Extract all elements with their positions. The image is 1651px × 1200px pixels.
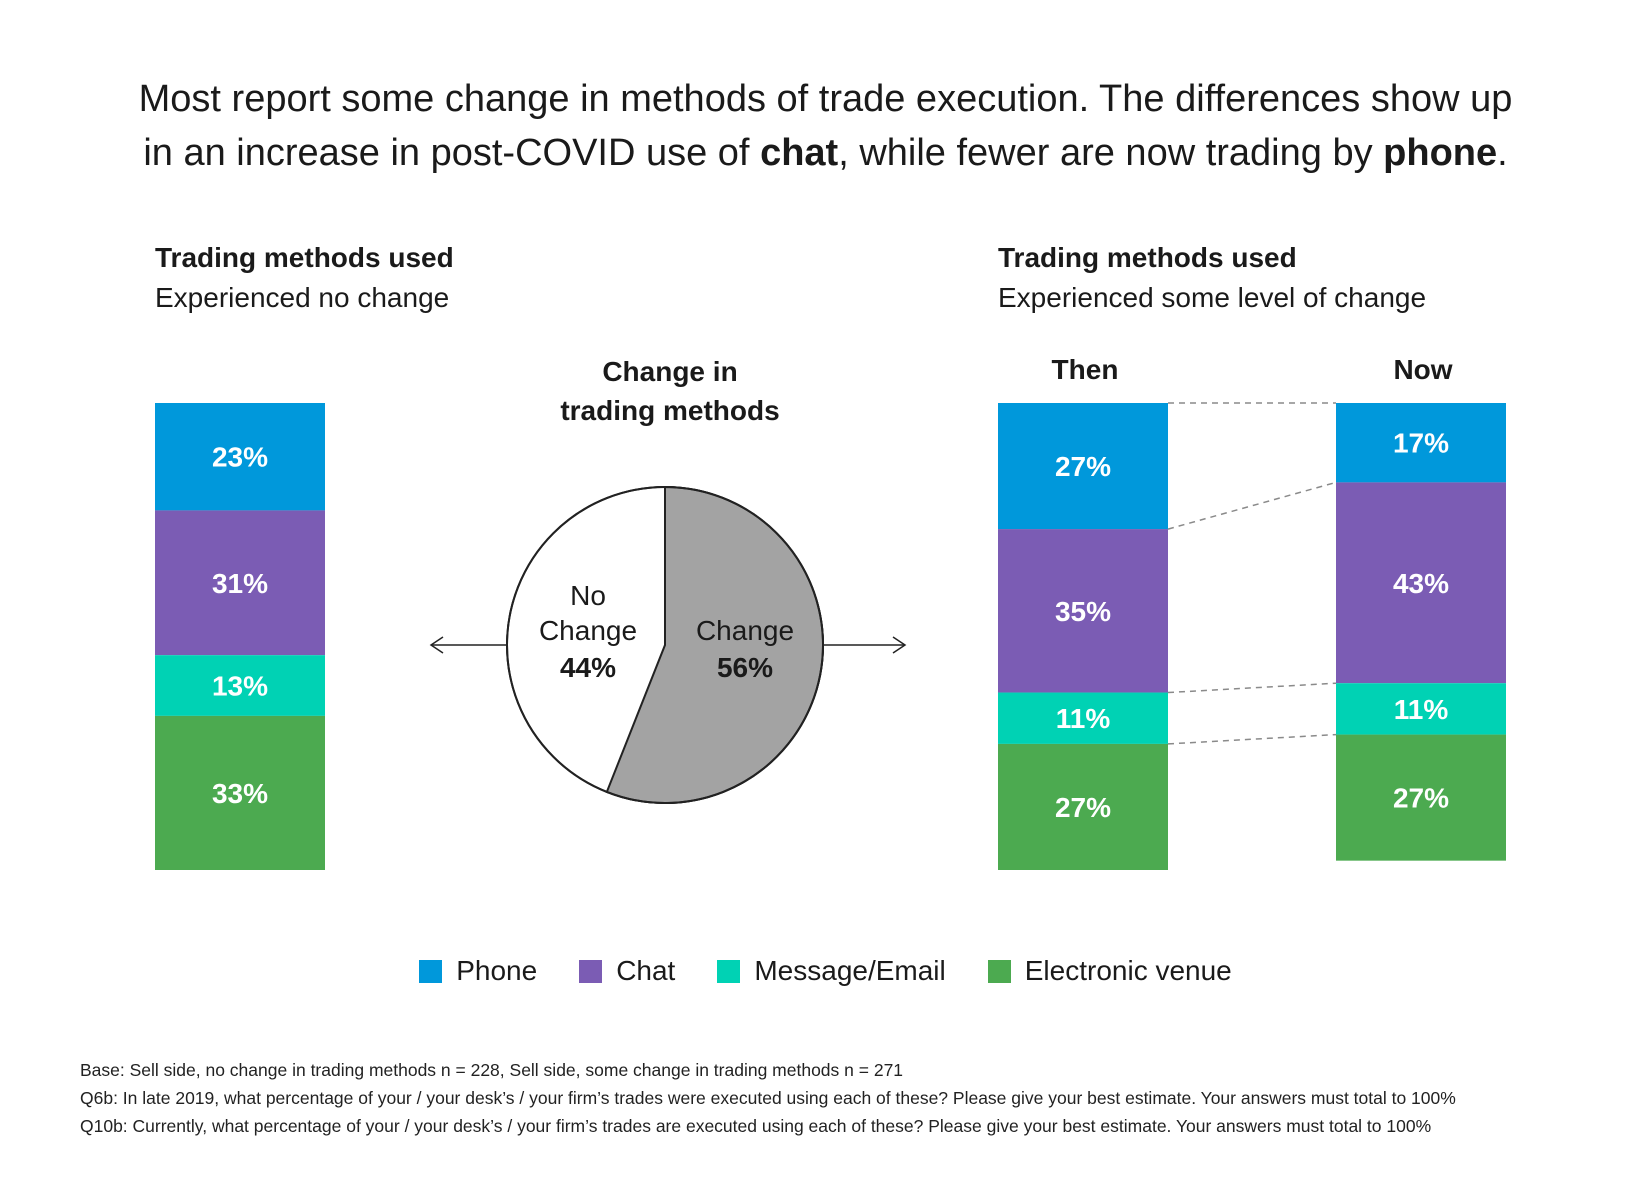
no-change-label-electronic-venue: 33%	[212, 778, 268, 809]
pie-value-no-change: 44%	[560, 652, 616, 683]
pie-label-change: Change	[696, 615, 794, 646]
headline-text: in an increase in post-COVID use of	[143, 132, 761, 174]
headline-line-1: Most report some change in methods of tr…	[138, 78, 1513, 120]
pie-title-line-1: Change in	[602, 356, 738, 387]
headline-chat: chat	[760, 132, 839, 174]
then-label: Then	[1051, 354, 1119, 385]
then-bar-electronic-venue	[998, 743, 1168, 870]
no-change-label-message-email: 13%	[212, 671, 268, 702]
now-label-chat: 43%	[1393, 568, 1449, 599]
legend-item-message-email: Message/Email	[717, 955, 946, 987]
legend-item-chat: Chat	[579, 955, 675, 987]
pie-value-change: 56%	[717, 652, 773, 683]
pie-title-line-2: trading methods	[560, 395, 780, 426]
footnote-q6b: Q6b: In late 2019, what percentage of yo…	[80, 1088, 1456, 1108]
connector-line	[1167, 481, 1337, 530]
then-bar-phone	[998, 403, 1168, 530]
legend-item-phone: Phone	[419, 955, 537, 987]
now-label-phone: 17%	[1393, 428, 1449, 459]
legend-swatch-message-email	[717, 959, 741, 983]
chart-canvas: 23% 31% 13% 33% 27% 35% 11% 27% 17% 43% 11% 27% No Ch…	[155, 402, 1506, 870]
then-label-chat: 35%	[1055, 596, 1111, 627]
right-panel-subtitle: Experienced some level of change	[998, 282, 1427, 313]
legend-swatch-electronic-venue	[987, 959, 1011, 983]
no-change-bar-electronic-venue	[155, 715, 325, 870]
right-panel-title: Trading methods used	[998, 242, 1297, 273]
now-bar-phone	[1336, 403, 1506, 483]
no-change-bar-phone	[155, 403, 325, 511]
left-arrow-head	[429, 636, 444, 654]
pie-label-no-change-line-2: Change	[539, 615, 637, 646]
no-change-bar-chat	[155, 510, 325, 656]
footnote-base: Base: Sell side, no change in trading me…	[80, 1060, 904, 1080]
then-label-electronic-venue: 27%	[1055, 792, 1111, 823]
right-arrow-head	[892, 636, 907, 654]
now-label-electronic-venue: 27%	[1393, 783, 1449, 814]
legend-label-phone: Phone	[456, 955, 538, 986]
no-change-bar-message-email	[155, 655, 325, 716]
legend-swatch-phone	[419, 959, 443, 983]
headline-text: , while fewer are now trading by	[838, 132, 1384, 174]
legend: Phone Chat Message/Email Electronic venu…	[0, 955, 1651, 987]
legend-label-chat: Chat	[616, 955, 676, 986]
legend-label-electronic-venue: Electronic venue	[1024, 955, 1232, 986]
then-label-message-email: 11%	[1056, 703, 1111, 734]
then-bar-chat	[998, 529, 1168, 693]
legend-swatch-chat	[579, 959, 603, 983]
legend-label-message-email: Message/Email	[754, 955, 946, 986]
connector-line	[1167, 682, 1337, 694]
pie-title: Change in trading methods	[520, 352, 820, 430]
footnotes: Base: Sell side, no change in trading me…	[80, 1056, 1600, 1140]
then-label-phone: 27%	[1055, 451, 1111, 482]
now-bar-electronic-venue	[1336, 734, 1506, 861]
legend-item-electronic-venue: Electronic venue	[987, 955, 1232, 987]
pie-label-no-change-line-1: No	[570, 580, 606, 611]
left-panel-subtitle: Experienced no change	[155, 282, 450, 313]
no-change-label-chat: 31%	[212, 568, 268, 599]
headline: Most report some change in methods of tr…	[40, 72, 1611, 180]
headline-line-2: in an increase in post-COVID use of chat…	[40, 126, 1611, 180]
headline-phone: phone	[1383, 132, 1498, 174]
now-label: Now	[1393, 354, 1453, 385]
no-change-label-phone: 23%	[212, 442, 268, 473]
then-bar-message-email	[998, 692, 1168, 744]
connector-line	[1167, 733, 1337, 745]
now-label-message-email: 11%	[1394, 694, 1449, 725]
now-bar-message-email	[1336, 683, 1506, 735]
headline-text: .	[1497, 132, 1508, 174]
left-panel-title: Trading methods used	[155, 242, 454, 273]
now-bar-chat	[1336, 482, 1506, 684]
footnote-q10b: Q10b: Currently, what percentage of your…	[80, 1116, 1432, 1136]
